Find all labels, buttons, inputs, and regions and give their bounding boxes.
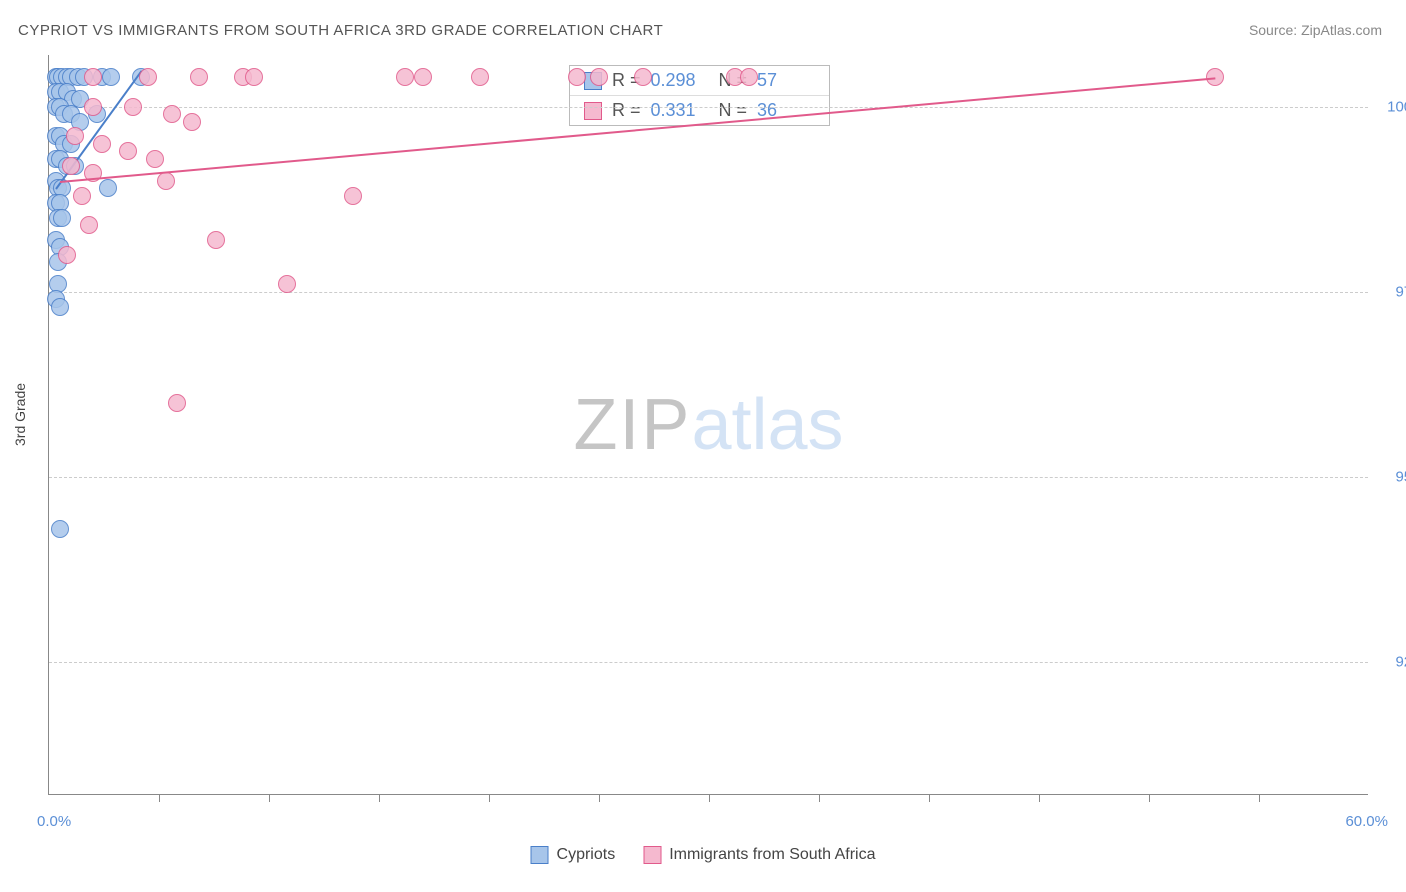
data-point <box>740 68 758 86</box>
data-point <box>568 68 586 86</box>
legend-swatch-cypriots <box>531 846 549 864</box>
legend-item-cypriots: Cypriots <box>531 846 616 864</box>
data-point <box>190 68 208 86</box>
data-point <box>119 142 137 160</box>
data-point <box>146 150 164 168</box>
data-point <box>168 394 186 412</box>
data-point <box>51 298 69 316</box>
data-point <box>471 68 489 86</box>
y-tick-label: 97.5% <box>1378 283 1406 300</box>
stats-r-value-0: 0.298 <box>651 70 709 91</box>
data-point <box>124 98 142 116</box>
legend-label-cypriots: Cypriots <box>557 846 616 864</box>
gridline-h <box>49 477 1368 478</box>
data-point <box>163 105 181 123</box>
data-point <box>207 231 225 249</box>
source-attribution: Source: ZipAtlas.com <box>1249 22 1382 38</box>
watermark-logo: ZIPatlas <box>573 384 843 466</box>
watermark-zip: ZIP <box>573 385 691 465</box>
x-tick <box>599 794 600 802</box>
data-point <box>93 135 111 153</box>
data-point <box>157 172 175 190</box>
chart-legend: Cypriots Immigrants from South Africa <box>531 846 876 864</box>
source-link[interactable]: ZipAtlas.com <box>1301 22 1382 38</box>
y-tick-label: 100.0% <box>1378 98 1406 115</box>
legend-swatch-immigrants <box>643 846 661 864</box>
x-tick <box>819 794 820 802</box>
x-axis-max-label: 60.0% <box>1345 813 1388 830</box>
stats-r-value-1: 0.331 <box>651 100 709 121</box>
x-tick <box>929 794 930 802</box>
data-point <box>84 68 102 86</box>
data-point <box>396 68 414 86</box>
y-axis-label: 3rd Grade <box>12 383 28 446</box>
watermark-atlas: atlas <box>691 385 843 465</box>
data-point <box>84 98 102 116</box>
x-axis-min-label: 0.0% <box>37 813 71 830</box>
source-prefix: Source: <box>1249 22 1301 38</box>
x-tick <box>1259 794 1260 802</box>
stats-row-cypriots: R = 0.298 N = 57 <box>570 66 829 95</box>
stats-n-value-0: 57 <box>757 70 815 91</box>
x-tick <box>379 794 380 802</box>
legend-item-immigrants: Immigrants from South Africa <box>643 846 875 864</box>
data-point <box>278 275 296 293</box>
data-point <box>80 216 98 234</box>
data-point <box>53 209 71 227</box>
data-point <box>245 68 263 86</box>
y-tick-label: 92.5% <box>1378 653 1406 670</box>
data-point <box>73 187 91 205</box>
stats-swatch-immigrants <box>584 102 602 120</box>
data-point <box>139 68 157 86</box>
data-point <box>183 113 201 131</box>
x-tick <box>709 794 710 802</box>
gridline-h <box>49 107 1368 108</box>
x-tick <box>269 794 270 802</box>
data-point <box>62 157 80 175</box>
data-point <box>634 68 652 86</box>
data-point <box>99 179 117 197</box>
y-tick-label: 95.0% <box>1378 468 1406 485</box>
stats-r-label: R = <box>612 100 641 121</box>
data-point <box>51 520 69 538</box>
x-tick <box>159 794 160 802</box>
scatter-plot-area: ZIPatlas R = 0.298 N = 57 R = 0.331 N = … <box>48 55 1368 795</box>
gridline-h <box>49 292 1368 293</box>
stats-row-immigrants: R = 0.331 N = 36 <box>570 95 829 125</box>
x-tick <box>489 794 490 802</box>
gridline-h <box>49 662 1368 663</box>
chart-title: CYPRIOT VS IMMIGRANTS FROM SOUTH AFRICA … <box>18 22 663 39</box>
legend-label-immigrants: Immigrants from South Africa <box>669 846 875 864</box>
stats-n-label: N = <box>719 100 748 121</box>
x-tick <box>1039 794 1040 802</box>
data-point <box>590 68 608 86</box>
x-tick <box>1149 794 1150 802</box>
data-point <box>66 127 84 145</box>
data-point <box>102 68 120 86</box>
data-point <box>344 187 362 205</box>
data-point <box>58 246 76 264</box>
data-point <box>414 68 432 86</box>
